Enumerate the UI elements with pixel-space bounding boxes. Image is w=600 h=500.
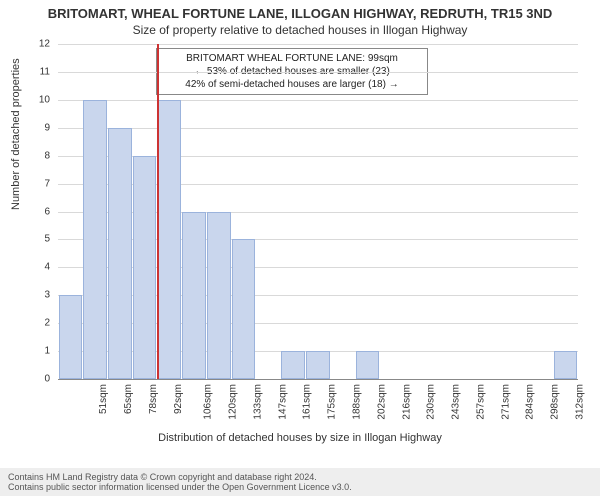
x-axis-label: Distribution of detached houses by size … (0, 432, 600, 444)
grid-line (58, 100, 578, 101)
xtick-label: 161sqm (302, 384, 313, 420)
ytick-label: 7 (20, 178, 50, 189)
grid-line (58, 44, 578, 45)
histogram-bar (182, 212, 206, 380)
ytick-label: 0 (20, 374, 50, 385)
histogram-bar (158, 100, 182, 379)
xtick-label: 51sqm (98, 384, 109, 414)
property-marker-line (157, 44, 159, 379)
xtick-label: 216sqm (401, 384, 412, 420)
xtick-label: 65sqm (123, 384, 134, 414)
xtick-label: 298sqm (550, 384, 561, 420)
xtick-label: 271sqm (500, 384, 511, 420)
histogram-bar (59, 295, 83, 379)
ytick-label: 1 (20, 346, 50, 357)
xtick-label: 106sqm (203, 384, 214, 420)
chart-plot-area: BRITOMART WHEAL FORTUNE LANE: 99sqm ← 53… (58, 44, 578, 380)
ytick-label: 4 (20, 262, 50, 273)
ytick-label: 11 (20, 66, 50, 77)
ytick-label: 12 (20, 39, 50, 50)
xtick-label: 133sqm (253, 384, 264, 420)
ytick-label: 2 (20, 318, 50, 329)
grid-line (58, 128, 578, 129)
footer-line1: Contains HM Land Registry data © Crown c… (8, 472, 592, 482)
xtick-label: 120sqm (228, 384, 239, 420)
annotation-line3: 42% of semi-detached houses are larger (… (163, 78, 421, 91)
footer-line2: Contains public sector information licen… (8, 482, 592, 492)
chart-title-main: BRITOMART, WHEAL FORTUNE LANE, ILLOGAN H… (0, 0, 600, 21)
histogram-bar (356, 351, 380, 379)
footer: Contains HM Land Registry data © Crown c… (0, 468, 600, 496)
histogram-bar (83, 100, 107, 379)
ytick-label: 5 (20, 234, 50, 245)
annotation-line1: BRITOMART WHEAL FORTUNE LANE: 99sqm (163, 52, 421, 65)
xtick-label: 78sqm (148, 384, 159, 414)
xtick-label: 188sqm (352, 384, 363, 420)
ytick-label: 10 (20, 94, 50, 105)
xtick-label: 147sqm (277, 384, 288, 420)
histogram-bar (133, 156, 157, 379)
xtick-label: 230sqm (426, 384, 437, 420)
grid-line (58, 72, 578, 73)
histogram-bar (281, 351, 305, 379)
ytick-label: 9 (20, 122, 50, 133)
ytick-label: 8 (20, 150, 50, 161)
ytick-label: 3 (20, 290, 50, 301)
histogram-bar (554, 351, 578, 379)
histogram-bar (207, 212, 231, 380)
histogram-bar (232, 239, 256, 379)
xtick-label: 175sqm (327, 384, 338, 420)
histogram-bar (306, 351, 330, 379)
xtick-label: 257sqm (475, 384, 486, 420)
histogram-bar (108, 128, 132, 379)
ytick-label: 6 (20, 206, 50, 217)
xtick-label: 284sqm (525, 384, 536, 420)
xtick-label: 312sqm (574, 384, 585, 420)
xtick-label: 202sqm (376, 384, 387, 420)
xtick-label: 243sqm (451, 384, 462, 420)
chart-title-sub: Size of property relative to detached ho… (0, 21, 600, 37)
xtick-label: 92sqm (173, 384, 184, 414)
